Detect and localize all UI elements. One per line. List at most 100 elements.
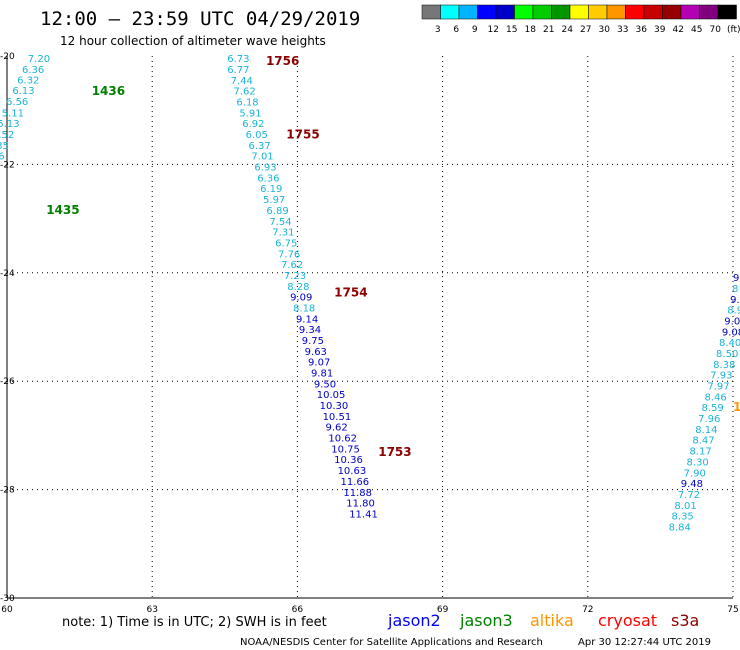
swh-value-label: 6.73: [227, 54, 249, 65]
swh-value-label: 6.32: [17, 75, 39, 86]
swh-value-label: 11.66: [340, 477, 369, 488]
swh-value-label: 10.36: [334, 455, 363, 466]
swh-value-label: 7.23: [284, 271, 306, 282]
credit-text: NOAA/NESDIS Center for Satellite Applica…: [240, 637, 543, 648]
swh-value-label: 8: [732, 284, 738, 295]
swh-value-label: 8.9: [727, 306, 740, 317]
pass-time-label: 1: [733, 400, 740, 414]
swh-value-label: 7.96: [698, 414, 720, 425]
colorbar-swatch: [717, 4, 737, 20]
legend-jason2: jason2: [387, 611, 441, 630]
y-tick-label: -26: [0, 377, 15, 387]
swh-value-label: 7.72: [678, 490, 700, 501]
swh-value-label: 7.62: [234, 87, 256, 98]
pass-time-label: 1755: [286, 128, 319, 142]
pass-time-label: 1753: [378, 445, 411, 459]
swh-value-label: 7.44: [231, 76, 253, 87]
colorbar-label: (ft): [727, 25, 740, 35]
colorbar-label: 33: [617, 25, 628, 35]
swh-value-label: 6.13: [12, 86, 34, 97]
pass-time-label: 1435: [46, 203, 79, 217]
colorbar-swatch: [588, 4, 608, 20]
colorbar-label: 15: [506, 25, 517, 35]
x-tick-label: 69: [437, 605, 449, 615]
colorbar-swatch: [662, 4, 682, 20]
swh-value-label: 6.93: [254, 163, 276, 174]
swh-value-label: 10.62: [328, 434, 357, 445]
swh-value-label: 6.18: [236, 98, 258, 109]
swh-value-label: 8.38: [713, 360, 735, 371]
x-tick-label: 60: [1, 605, 13, 615]
swh-value-label: 9.07: [308, 358, 330, 369]
colorbar-swatch: [569, 4, 589, 20]
pass-time-label: 1756: [266, 54, 299, 68]
colorbar-swatch: [495, 4, 515, 20]
swh-value-label: 6.56: [6, 97, 28, 108]
swh-value-label: 7.20: [28, 54, 50, 65]
colorbar-label: 70: [709, 25, 721, 35]
swh-value-label: 9.14: [296, 314, 318, 325]
y-tick-label: -24: [0, 269, 15, 279]
swh-value-label: 6.75: [275, 238, 297, 249]
colorbar-label: 27: [580, 25, 591, 35]
swh-value-label: 10.75: [331, 444, 360, 455]
swh-value-label: 9.81: [311, 369, 333, 380]
swh-value-label: 8.18: [293, 303, 315, 314]
colorbar-swatch: [458, 4, 478, 20]
colorbar-label: 30: [598, 25, 610, 35]
colorbar-label: 18: [524, 25, 536, 35]
swh-value-label: 8.50: [716, 349, 738, 360]
swh-value-label: 6.89: [266, 206, 288, 217]
wave-height-labels: 7.206.366.326.136.565.115.136.526.358.56…: [0, 54, 740, 534]
colorbar-label: 42: [672, 25, 683, 35]
swh-value-label: 10.30: [320, 401, 349, 412]
swh-value-label: 9: [733, 273, 739, 284]
swh-value-label: 5.13: [0, 119, 20, 130]
swh-value-label: 9.50: [314, 379, 336, 390]
legend-cryosat: cryosat: [598, 611, 657, 630]
swh-value-label: 8.47: [692, 436, 714, 447]
colorbar-swatch: [699, 4, 719, 20]
swh-value-label: 6.52: [0, 130, 14, 141]
colorbar-label: 6: [453, 25, 459, 35]
swh-value-label: 11.80: [346, 499, 375, 510]
swh-value-label: 9.09: [290, 293, 312, 304]
colorbar-swatch: [643, 4, 663, 20]
swh-value-label: 9.63: [305, 347, 327, 358]
colorbar-label: 36: [635, 25, 647, 35]
colorbar: 3 6 9 12 15 18 21 24 27 30 33 36 39 42 45 70 (ft): [421, 4, 740, 35]
y-tick-label: -30: [0, 594, 15, 604]
swh-value-label: 8.84: [669, 522, 691, 533]
swh-value-label: 10.63: [338, 466, 367, 477]
swh-value-label: 6.36: [257, 173, 279, 184]
colorbar-swatch: [477, 4, 497, 20]
legend-jason3: jason3: [459, 611, 513, 630]
swh-value-label: 8.56: [0, 152, 5, 163]
chart-subtitle: 12 hour collection of altimeter wave hei…: [60, 34, 326, 48]
colorbar-swatch: [514, 4, 534, 20]
colorbar-label: 24: [561, 25, 573, 35]
x-tick-label: 63: [146, 605, 157, 615]
timestamp-text: Apr 30 12:27:44 UTC 2019: [578, 637, 711, 648]
x-tick-label: 66: [292, 605, 304, 615]
y-tick-label: -22: [0, 160, 15, 170]
swh-value-label: 5.91: [239, 108, 261, 119]
colorbar-label: 9: [472, 25, 478, 35]
colorbar-swatch: [680, 4, 700, 20]
swh-value-label: 11.41: [349, 509, 378, 520]
colorbar-label: 12: [487, 25, 498, 35]
swh-value-label: 8.17: [689, 447, 711, 458]
legend-s3a: s3a: [671, 611, 699, 630]
swh-value-label: 9.08: [722, 327, 740, 338]
swh-value-label: 9.3: [730, 295, 740, 306]
swh-value-label: 7.54: [269, 217, 291, 228]
swh-value-label: 8.46: [704, 392, 726, 403]
swh-value-label: 5.97: [263, 195, 285, 206]
chart-title: 12:00 – 23:59 UTC 04/29/2019: [40, 8, 360, 30]
swh-value-label: 5.11: [2, 108, 24, 119]
swh-value-label: 6.37: [249, 141, 271, 152]
swh-value-label: 8.30: [687, 457, 709, 468]
colorbar-label: 45: [691, 25, 702, 35]
y-tick-label: -28: [0, 486, 15, 496]
